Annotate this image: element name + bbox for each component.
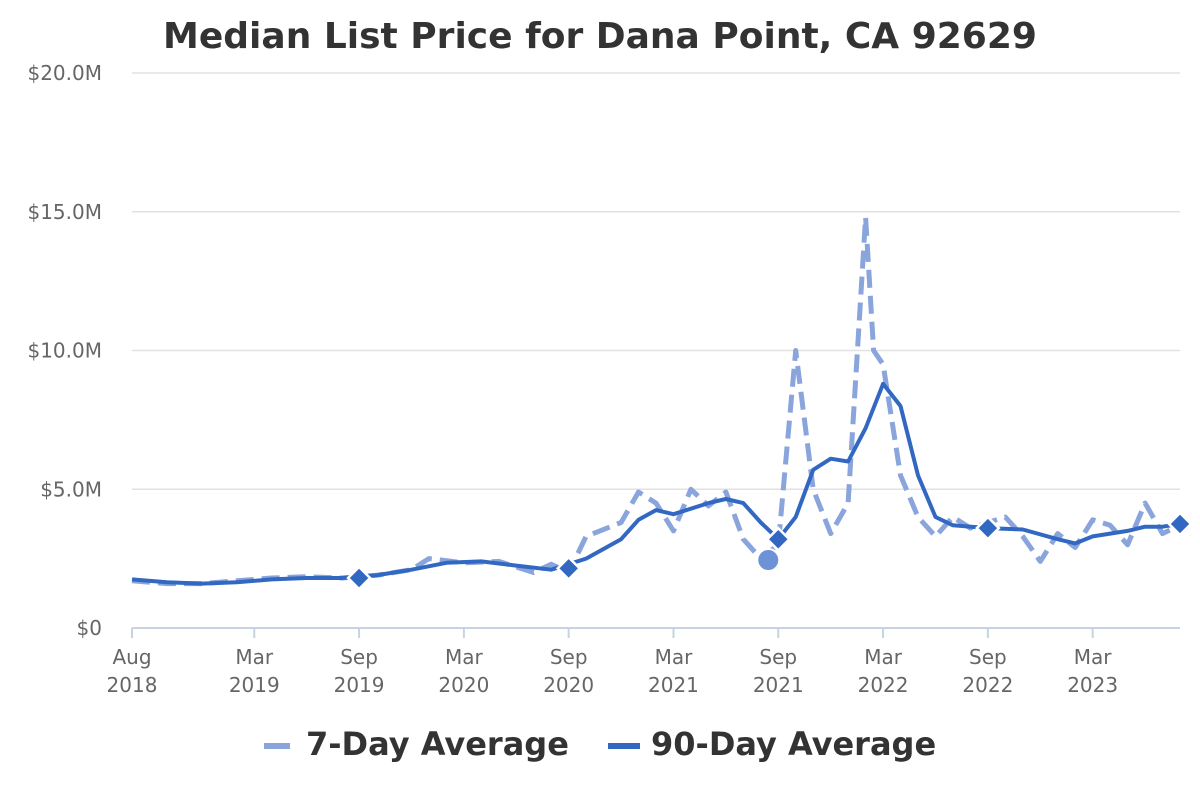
x-tick-label-month: Mar [1074,645,1113,669]
x-tick-label-year: 2023 [1067,673,1118,697]
x-tick-label-year: 2022 [858,673,909,697]
x-tick-label-year: 2018 [107,673,158,697]
x-tick-label-year: 2019 [334,673,385,697]
x-tick-label-year: 2020 [543,673,594,697]
x-tick-label-month: Mar [235,645,274,669]
series-line-90-day [131,381,1181,586]
x-tick-label-year: 2021 [648,673,699,697]
chart-legend: 7-Day Average 90-Day Average [264,725,936,763]
x-tick-label-year: 2022 [962,673,1013,697]
data-marker-diamond[interactable] [1167,511,1193,537]
x-tick-label-month: Sep [550,645,588,669]
chart-title: Median List Price for Dana Point, CA 926… [163,16,1037,57]
chart-series [131,214,1182,587]
chart-axes: $0 $5.0M $10.0M $15.0M $20.0M Aug 2018 Mar 2019 S… [27,61,1180,697]
legend-label-7-day: 7-Day Average [306,725,569,763]
y-tick-label: $0 [77,616,102,640]
legend-item-7-day[interactable]: 7-Day Average [264,725,569,763]
x-tick-label-month: Mar [655,645,694,669]
chart-gridlines [132,72,1180,490]
y-tick-label: $10.0M [27,339,102,363]
data-marker-diamond[interactable] [975,515,1001,541]
x-tick-label-month: Mar [445,645,484,669]
x-tick-label-month: Mar [864,645,903,669]
legend-label-90-day: 90-Day Average [651,725,936,763]
data-marker-diamond[interactable] [346,565,372,591]
x-tick-label-month: Aug [112,645,151,669]
x-tick-label-month: Sep [969,645,1007,669]
data-marker-diamond[interactable] [555,555,582,582]
x-tick-label-month: Sep [759,645,797,669]
chart-markers [346,511,1193,591]
x-tick-label-year: 2020 [438,673,489,697]
data-marker-diamond[interactable] [765,526,792,552]
x-tick-label-month: Sep [340,645,378,669]
y-tick-label: $15.0M [27,200,102,224]
y-tick-label: $5.0M [40,477,102,501]
y-tick-label: $20.0M [27,61,102,85]
x-tick-label-year: 2021 [753,673,804,697]
highlight-point[interactable] [756,548,781,573]
legend-item-90-day[interactable]: 90-Day Average [608,725,936,763]
x-tick-label-year: 2019 [229,673,280,697]
